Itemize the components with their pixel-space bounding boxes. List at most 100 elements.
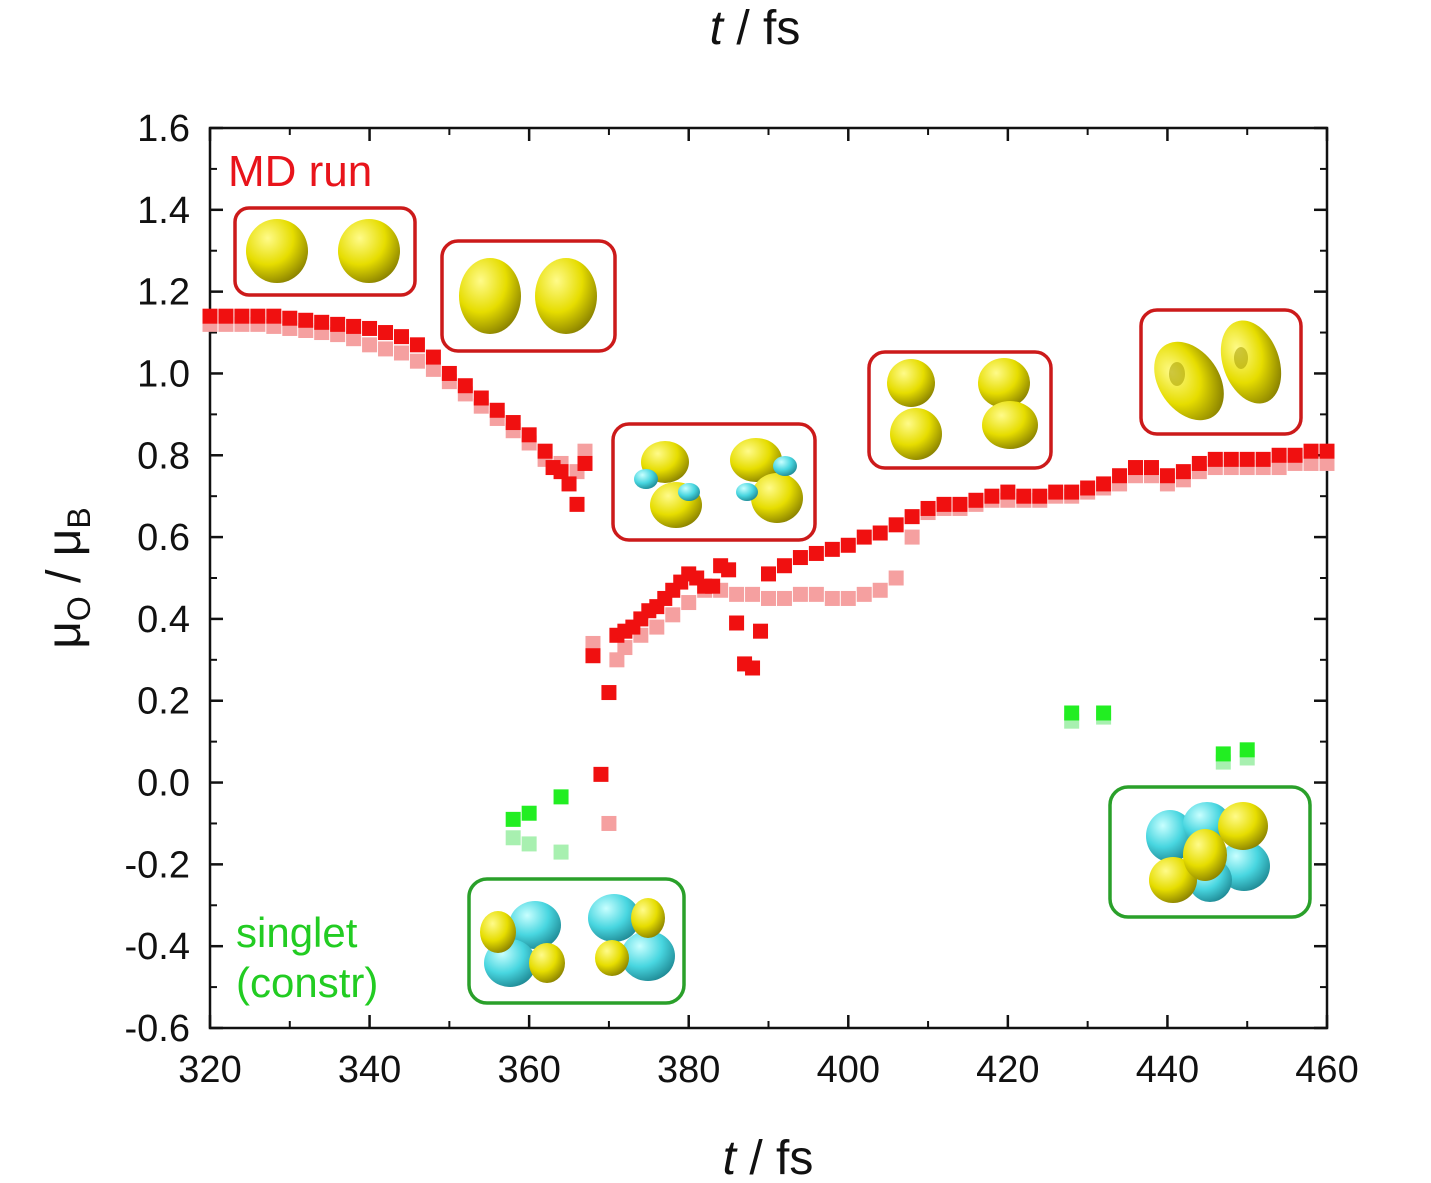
- x-tick-labels: 320 340 360 380 400 420 440 460: [178, 1049, 1358, 1091]
- inset-1-lobe-right: [338, 219, 400, 283]
- point-md-run-alternate: [904, 529, 920, 545]
- y-tick-label: -0.4: [125, 926, 190, 968]
- y-tick-label: -0.2: [125, 844, 190, 886]
- inset-6-yellow-d: [595, 940, 629, 976]
- inset-6-yellow-c: [631, 898, 665, 938]
- point-md-run: [330, 316, 346, 332]
- point-md-run: [1287, 447, 1303, 463]
- inset-5-lobe-right-hole: [1234, 347, 1248, 369]
- y-tick-label: 1.0: [137, 353, 190, 395]
- point-md-run: [569, 496, 585, 512]
- point-md-run: [808, 545, 824, 561]
- orbital-inset-4: [867, 350, 1053, 470]
- point-md-run: [1080, 480, 1096, 496]
- y-tick-label: 0.4: [137, 599, 190, 641]
- orbital-inset-1: [233, 206, 417, 297]
- inset-6-yellow-a: [480, 911, 516, 953]
- y-tick-label: 1.2: [137, 272, 190, 314]
- md-run-label: MD run: [228, 147, 372, 196]
- point-md-run-alternate: [346, 331, 362, 347]
- inset-3-lobe-f: [751, 473, 803, 523]
- point-md-run-alternate: [362, 337, 378, 353]
- point-md-run: [393, 329, 409, 345]
- point-md-run-alternate: [888, 570, 904, 586]
- point-md-run: [824, 541, 840, 557]
- inset-3-lobe-d: [678, 483, 700, 501]
- point-md-run: [904, 509, 920, 525]
- point-md-run: [346, 318, 362, 334]
- point-md-run: [1048, 484, 1064, 500]
- point-singlet-constr: [1239, 742, 1255, 758]
- x-tick-label: 380: [657, 1049, 720, 1091]
- inset-7-cyan-a: [1146, 810, 1194, 862]
- point-md-run: [1303, 443, 1319, 459]
- inset-7-yellow-c: [1183, 829, 1227, 881]
- x-tick-label: 360: [497, 1049, 560, 1091]
- point-md-run-alternate: [856, 586, 872, 602]
- orbital-inset-6: [467, 877, 686, 1005]
- point-md-run-alternate: [792, 586, 808, 602]
- orbital-inset-3: [611, 422, 817, 542]
- point-md-run: [1032, 488, 1048, 504]
- data-points: [202, 308, 1335, 860]
- point-md-run: [729, 615, 745, 631]
- x-axis-title: t / fs: [723, 1132, 814, 1183]
- inset-7-yellow-b: [1149, 857, 1197, 903]
- y-axis-sub-b: B: [61, 507, 97, 528]
- inset-6-cyan-d: [621, 931, 675, 981]
- point-md-run: [1096, 476, 1112, 492]
- point-singlet-constr-alternate: [553, 844, 569, 860]
- point-md-run: [282, 310, 298, 326]
- point-md-run-alternate: [409, 353, 425, 369]
- point-md-run: [1112, 468, 1128, 484]
- y-tick-label: 0.2: [137, 681, 190, 723]
- point-md-run: [1175, 464, 1191, 480]
- point-md-run: [489, 402, 505, 418]
- point-md-run: [753, 623, 769, 639]
- point-md-run-alternate: [585, 635, 601, 651]
- y-axis-mu-1: μ: [38, 621, 91, 649]
- point-md-run: [856, 529, 872, 545]
- singlet-label-line1: singlet: [236, 909, 358, 956]
- y-tick-labels: -0.6 -0.4 -0.2 0.0 0.2 0.4 0.6 0.8 1.0 1.2 1.4 1.6: [125, 108, 190, 1050]
- point-md-run: [1143, 460, 1159, 476]
- point-singlet-constr: [521, 805, 537, 821]
- y-axis-sep: /: [38, 556, 91, 596]
- point-md-run: [521, 427, 537, 443]
- point-md-run: [314, 314, 330, 330]
- inset-5-lobe-right: [1220, 320, 1282, 404]
- point-md-run-alternate: [577, 443, 593, 459]
- x-tick-label: 340: [338, 1049, 401, 1091]
- point-md-run: [1239, 451, 1255, 467]
- point-md-run: [577, 455, 593, 471]
- point-md-run-alternate: [681, 595, 697, 611]
- x-tick-label: 320: [178, 1049, 241, 1091]
- point-md-run: [920, 500, 936, 516]
- y-tick-label: 0.6: [137, 517, 190, 559]
- point-md-run: [601, 685, 617, 701]
- point-md-run: [1207, 451, 1223, 467]
- point-md-run: [840, 537, 856, 553]
- point-md-run: [721, 562, 737, 578]
- inset-4-lobe-a: [887, 359, 935, 407]
- point-md-run: [250, 308, 266, 324]
- point-md-run-alternate: [872, 582, 888, 598]
- point-md-run: [457, 378, 473, 394]
- inset-6-cyan-c: [588, 894, 640, 942]
- inset-6-yellow-b: [529, 943, 565, 983]
- inset-5-lobe-left: [1154, 341, 1224, 421]
- inset-2-lobe-right: [535, 258, 597, 334]
- point-md-run: [1016, 488, 1032, 504]
- chart-title-rest: / fs: [723, 2, 800, 55]
- point-md-run: [1128, 460, 1144, 476]
- point-md-run: [952, 496, 968, 512]
- point-md-run: [1159, 468, 1175, 484]
- point-md-run-alternate: [1303, 455, 1319, 471]
- point-md-run: [792, 550, 808, 566]
- inset-1-lobe-left: [246, 219, 308, 283]
- point-md-run-alternate: [729, 586, 745, 602]
- inset-6-cyan-a: [509, 901, 561, 949]
- y-axis-mu-2: μ: [38, 529, 91, 557]
- point-md-run-alternate: [378, 341, 394, 357]
